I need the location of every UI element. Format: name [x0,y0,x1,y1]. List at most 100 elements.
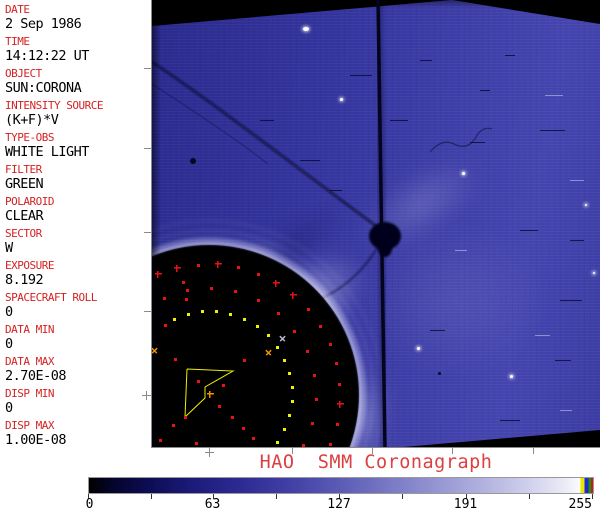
fiducial-dot-red [334,361,338,365]
fiducial-dot-yellow [275,440,279,444]
field-value: 0 [5,400,13,416]
intensity-colorbar [88,477,594,494]
fiducial-dot-red [318,324,322,328]
field-value: 2.70E-08 [5,368,67,384]
fiducial-dot-red [337,382,341,386]
star-point [593,272,595,274]
field-label: POLAROID [5,195,54,208]
metadata-field-data-min: DATA MIN 0 [0,323,151,355]
field-label: SECTOR [5,227,42,240]
fiducial-dot-red [251,436,255,440]
fiducial-dot-yellow [287,413,291,417]
metadata-field-date: DATE 2 Sep 1986 [0,3,151,35]
field-label: DISP MAX [5,419,54,432]
image-frame-left [151,0,152,448]
fiducial-cross-red [289,291,297,299]
colorbar-tick [275,494,277,499]
axis-tick-left [144,148,151,149]
field-label: DATA MIN [5,323,54,336]
fiducial-dot-red [236,265,240,269]
image-frame-bottom [151,447,600,448]
fiducial-dot-red [183,415,187,419]
fiducial-dot-red [173,357,177,361]
fiducial-dot-red [196,379,200,383]
fiducial-dot-yellow [186,312,190,316]
fiducial-cross-red [214,260,222,268]
fiducial-cross-red [272,279,280,287]
field-value: 0 [5,304,13,320]
colorbar-tick [212,494,214,499]
fiducial-dot-red [162,296,166,300]
star-point [303,27,309,31]
coronagraph-image[interactable] [152,0,600,448]
fiducial-cross-red [336,400,344,408]
ccd-edge-shade [152,0,600,448]
colorbar-label: 255 [568,497,592,512]
metadata-field-sector: SECTOR W [0,227,151,259]
colorbar-tick [339,494,340,499]
fiducial-dot-red [221,383,225,387]
fiducial-dot-red [301,443,305,447]
fiducial-dot-red [292,329,296,333]
fiducial-dot-yellow [200,309,204,313]
colorbar-label: 191 [453,497,478,512]
fiducial-dot-red [217,404,221,408]
colorbar-tick [465,494,467,499]
field-value: GREEN [5,176,44,192]
axis-tick-left [144,68,151,69]
fiducial-dot-yellow [242,317,246,321]
metadata-field-time: TIME 14:12:22 UT [0,35,151,67]
fiducial-dot-red [185,288,189,292]
fiducial-dot-red [241,426,245,430]
star-point [462,172,465,175]
dark-spot [190,158,196,164]
colorbar-tick [151,494,153,499]
fiducial-dot-red [312,373,316,377]
fiducial-dot-red [242,358,246,362]
fiducial-dot-red [276,311,280,315]
field-value: 14:12:22 UT [5,48,89,64]
field-value: 0 [5,336,13,352]
metadata-field-disp-max: DISP MAX 1.00E-08 [0,419,151,451]
star-point [585,204,587,206]
field-label: DISP MIN [5,387,54,400]
fiducial-dot-red [233,289,237,293]
field-label: DATE [5,3,30,16]
axis-tick-left [144,311,151,312]
field-value: 8.192 [5,272,44,288]
colorbar-tick [402,494,404,499]
metadata-sidebar: DATE 2 Sep 1986 TIME 14:12:22 UT OBJECT … [0,0,151,448]
axis-tick-bottom [452,448,453,454]
fiducial-dot-red [256,298,260,302]
fiducial-dot-red [306,307,310,311]
fiducial-dot-red [328,442,332,446]
fiducial-dot-red [310,421,314,425]
field-label: TIME [5,35,30,48]
fiducial-dot-red [209,286,213,290]
field-label: DATA MAX [5,355,54,368]
sun-center-marker-bottom [205,448,214,457]
fiducial-dot-red [314,397,318,401]
fiducial-dot-yellow [255,324,259,328]
image-caption: HAO SMM Coronagraph [259,452,493,473]
fiducial-dot-red [196,263,200,267]
fiducial-dot-red [335,422,339,426]
fiducial-dot-yellow [214,309,218,313]
metadata-field-disp-min: DISP MIN 0 [0,387,151,419]
field-value: 2 Sep 1986 [5,16,82,32]
metadata-field-data-max: DATA MAX 2.70E-08 [0,355,151,387]
fiducial-dot-red [305,349,309,353]
fiducial-cross-red [173,264,181,272]
sun-center-marker-left [142,391,151,400]
field-value: W [5,240,13,256]
colorbar-label: 63 [204,497,221,512]
colorbar-tick [528,494,530,499]
axis-tick-left [144,232,151,233]
field-label: OBJECT [5,67,42,80]
fiducial-dot-red [184,297,188,301]
metadata-field-intensity-source: INTENSITY SOURCE (K+F)*V [0,99,151,131]
fiducial-dot-yellow [275,345,279,349]
field-value: 1.00E-08 [5,432,67,448]
field-value: WHITE LIGHT [5,144,89,160]
